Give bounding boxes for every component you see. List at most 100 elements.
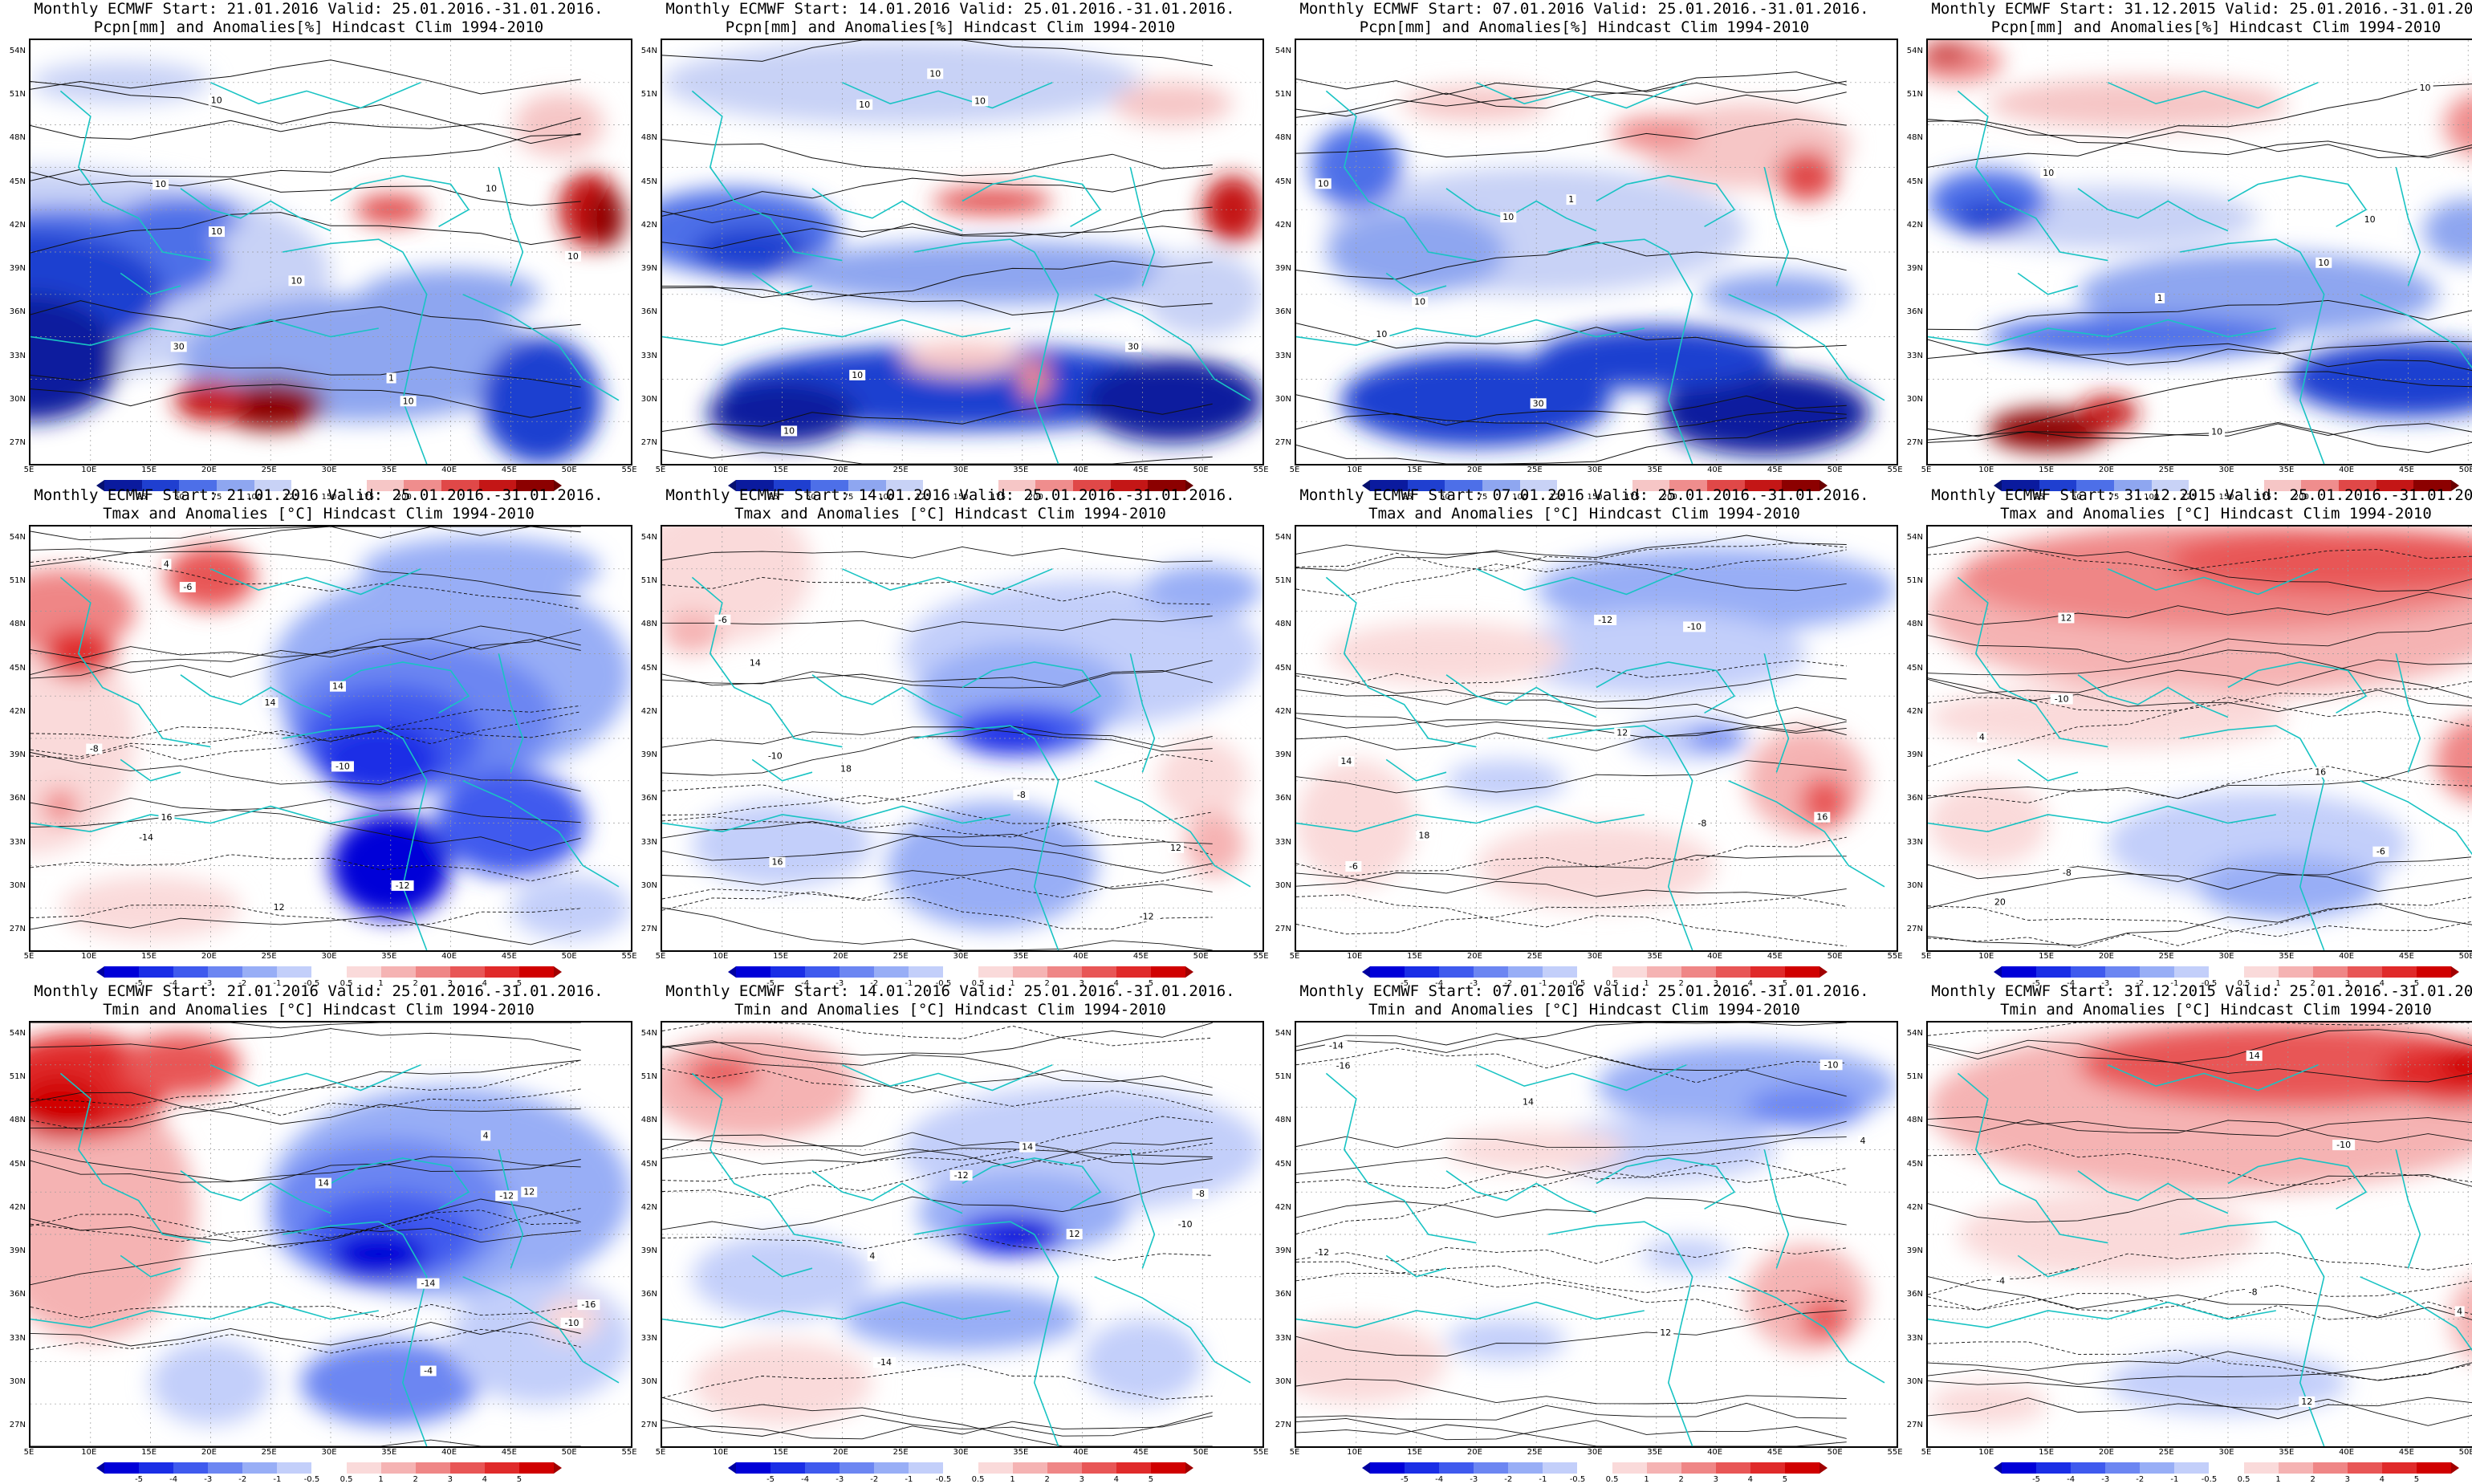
contour-label: 30 (1125, 341, 1141, 352)
latitude-label: 33N (5, 352, 26, 360)
svg-text:16: 16 (771, 857, 783, 868)
colorbar-swatch (805, 966, 840, 978)
valid-period: 25.01.2016.-31.01.2016. (2290, 982, 2472, 1000)
longitude-label: 5E (1912, 952, 1941, 961)
svg-text:14: 14 (318, 1178, 329, 1189)
contour-label: -10 (1820, 1059, 1843, 1070)
latitude-label: 48N (1902, 620, 1923, 628)
panel-title-line: Monthly ECMWF Start: 14.01.2016 Valid: 2… (636, 982, 1264, 1001)
colorbar-swatch (1116, 966, 1151, 978)
latitude-label: 54N (636, 1029, 657, 1038)
latitude-label: 48N (5, 133, 26, 142)
anomaly-region (331, 1230, 427, 1281)
contour-label: 10 (483, 184, 499, 194)
panel-subtitle: Pcpn[mm] and Anomalies[%] Hindcast Clim … (1902, 18, 2472, 37)
latitude-label: 30N (636, 881, 657, 890)
longitude-label: 50E (1186, 1448, 1215, 1457)
anomaly-region (451, 1277, 631, 1404)
colorbar-swatch (1047, 1462, 1082, 1474)
forecast-panel: Monthly ECMWF Start: 21.01.2016 Valid: 2… (5, 982, 632, 1464)
contour-label: 30 (171, 341, 187, 352)
panel-title: Monthly ECMWF Start: 07.01.2016 Valid: 2… (1271, 486, 1898, 523)
svg-text:-6: -6 (183, 582, 192, 592)
colorbar-swatch (978, 966, 1013, 978)
svg-text:10: 10 (852, 370, 863, 380)
panel-subtitle: Tmax and Anomalies [°C] Hindcast Clim 19… (636, 505, 1264, 523)
latitude-label: 42N (1271, 707, 1291, 716)
latitude-label: 48N (1902, 1116, 1923, 1124)
longitude-label: 45E (1760, 466, 1789, 474)
svg-text:-10: -10 (2055, 693, 2069, 704)
panel-title-line: Monthly ECMWF Start: 14.01.2016 Valid: 2… (636, 486, 1264, 505)
title-prefix: Monthly ECMWF Start: (34, 486, 226, 504)
svg-text:-12: -12 (954, 1170, 969, 1181)
svg-text:-12: -12 (396, 880, 410, 891)
contour-label: 10 (152, 179, 169, 189)
svg-text:18: 18 (1418, 831, 1429, 841)
latitude-label: 39N (1271, 750, 1291, 759)
colorbar-tick-label: -0.5 (295, 1475, 327, 1484)
contour-label: 4 (161, 559, 171, 569)
title-prefix: Monthly ECMWF Start: (665, 486, 858, 504)
svg-text:14: 14 (1523, 1097, 1534, 1108)
longitude-label: 45E (494, 952, 523, 961)
contour-label: 16 (1814, 812, 1830, 823)
valid-period: 25.01.2016.-31.01.2016. (392, 982, 604, 1000)
colorbar-tick-label: 2 (400, 1475, 432, 1484)
colorbar-min-arrow (96, 1462, 104, 1474)
anomaly-region (662, 40, 1142, 125)
longitude-label: 30E (946, 466, 975, 474)
svg-text:10: 10 (2211, 427, 2222, 437)
svg-text:12: 12 (523, 1187, 535, 1197)
colorbar-swatch (208, 1462, 242, 1474)
title-prefix: Monthly ECMWF Start: (665, 0, 858, 18)
contour-label: 1 (1567, 194, 1576, 205)
colorbar-swatch (416, 966, 450, 978)
latitude-label: 39N (5, 750, 26, 759)
longitude-label: 10E (1340, 952, 1369, 961)
longitude-label: 20E (194, 466, 223, 474)
latitude-label: 39N (636, 264, 657, 273)
anomaly-region (692, 1340, 872, 1425)
contour-label: 4 (2455, 1306, 2465, 1316)
contour-label: -10 (561, 1318, 583, 1328)
valid-prefix: Valid: (319, 982, 392, 1000)
longitude-label: 15E (1401, 1448, 1429, 1457)
contour-label: 14 (1338, 756, 1354, 766)
latitude-label: 51N (1902, 576, 1923, 585)
contour-label: 4 (868, 1250, 877, 1261)
svg-text:10: 10 (155, 179, 166, 189)
colorbar-swatch (277, 966, 311, 978)
latitude-label: 30N (1271, 881, 1291, 890)
colorbar-min-arrow (96, 966, 104, 978)
anomaly-region (481, 337, 601, 464)
svg-text:12: 12 (2301, 1397, 2312, 1407)
longitude-label: 40E (1067, 1448, 1096, 1457)
longitude-label: 50E (555, 466, 583, 474)
anomaly-region (43, 789, 79, 823)
panel-title: Monthly ECMWF Start: 21.01.2016 Valid: 2… (5, 982, 632, 1019)
colorbar-swatch (2279, 1462, 2313, 1474)
longitude-label: 10E (75, 1448, 104, 1457)
colorbar-swatch (2417, 966, 2451, 978)
colorbar-tick-label: 5 (1135, 1475, 1167, 1484)
colorbar-tick-label: 1 (2263, 1475, 2295, 1484)
colorbar-swatch (381, 1462, 416, 1474)
panel-title: Monthly ECMWF Start: 31.12.2015 Valid: 2… (1902, 486, 2472, 523)
valid-prefix: Valid: (319, 486, 392, 504)
panel-title: Monthly ECMWF Start: 07.01.2016 Valid: 2… (1271, 0, 1898, 37)
colorbar-swatch (1750, 1462, 1785, 1474)
latitude-label: 33N (636, 838, 657, 847)
svg-text:10: 10 (1414, 297, 1425, 307)
svg-text:14: 14 (2249, 1051, 2260, 1061)
contour-label: -10 (2332, 1140, 2355, 1150)
colorbar-swatch (519, 966, 554, 978)
contour-label: -12 (392, 880, 414, 891)
colorbar-tick-label: -5 (123, 1475, 155, 1484)
colorbar-tick-label: 5 (503, 1475, 535, 1484)
forecast-panel: Monthly ECMWF Start: 31.12.2015 Valid: 2… (1902, 486, 2472, 968)
colorbar-max-arrow (1185, 1462, 1193, 1474)
contour-label: -12 (495, 1190, 518, 1201)
